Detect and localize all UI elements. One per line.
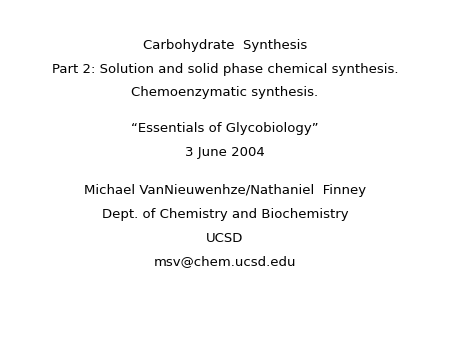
- Text: UCSD: UCSD: [206, 232, 244, 245]
- Text: “Essentials of Glycobiology”: “Essentials of Glycobiology”: [131, 122, 319, 135]
- Text: Dept. of Chemistry and Biochemistry: Dept. of Chemistry and Biochemistry: [102, 208, 348, 221]
- Text: Part 2: Solution and solid phase chemical synthesis.: Part 2: Solution and solid phase chemica…: [52, 63, 398, 76]
- Text: Chemoenzymatic synthesis.: Chemoenzymatic synthesis.: [131, 87, 319, 99]
- Text: Michael VanNieuwenhze/Nathaniel  Finney: Michael VanNieuwenhze/Nathaniel Finney: [84, 185, 366, 197]
- Text: msv@chem.ucsd.edu: msv@chem.ucsd.edu: [154, 256, 296, 268]
- Text: Carbohydrate  Synthesis: Carbohydrate Synthesis: [143, 39, 307, 52]
- Text: 3 June 2004: 3 June 2004: [185, 146, 265, 159]
